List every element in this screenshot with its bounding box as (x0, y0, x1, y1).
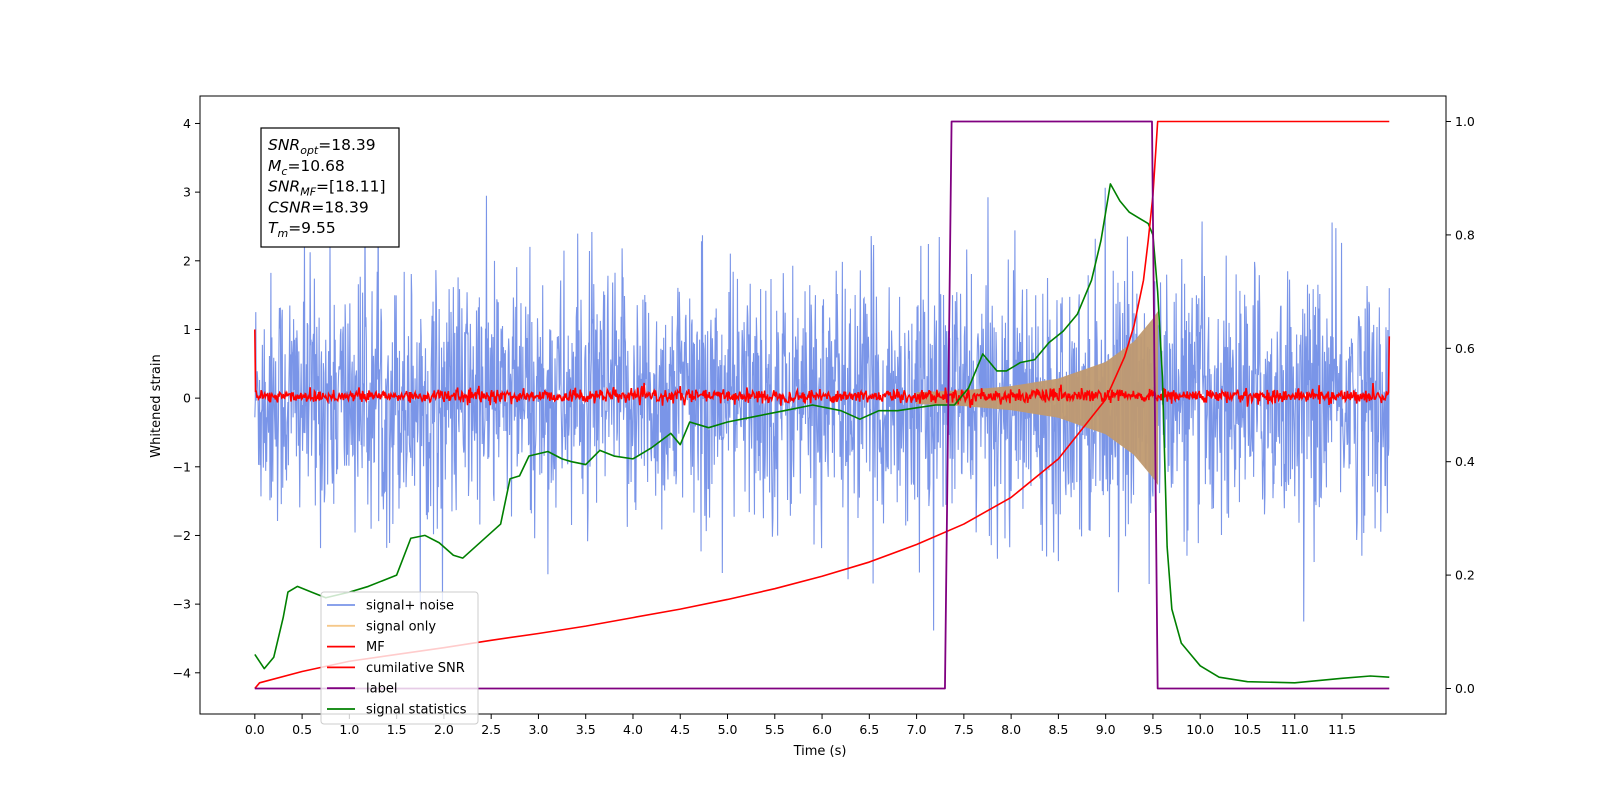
x-tick-label: 0.0 (245, 722, 265, 737)
y-tick-label: −4 (173, 665, 191, 680)
plot-frame (199, 95, 1447, 715)
legend-label: cumilative SNR (366, 661, 465, 676)
y-tick-label: 0 (183, 391, 191, 406)
y-tick-label: −3 (173, 597, 191, 612)
annotation-line: CSNR=18.39 (268, 198, 369, 216)
series-signal-only-band (916, 311, 1159, 486)
annotation-line: Tm=9.55 (268, 219, 336, 240)
y-axis-label: Whitened strain (149, 354, 164, 457)
y2-tick-label: 0.4 (1455, 454, 1475, 469)
x-tick-label: 6.5 (859, 722, 879, 737)
x-tick-label: 6.0 (812, 722, 832, 737)
y-axis-left: 4 3 2 1 0 −1 −2 −3 −4 (173, 116, 200, 680)
x-tick-label: 1.0 (339, 722, 359, 737)
legend-label: signal statistics (366, 703, 467, 718)
legend-label: signal+ noise (366, 599, 454, 614)
annotation-line: Mc=10.68 (268, 157, 345, 178)
y-tick-label: 4 (183, 116, 191, 131)
y2-tick-label: 1.0 (1455, 114, 1475, 129)
x-tick-label: 4.0 (623, 722, 643, 737)
y2-tick-label: 0.8 (1455, 227, 1475, 242)
legend-frame (320, 591, 479, 725)
annotation-frame (260, 127, 400, 248)
x-tick-label: 5.0 (718, 722, 738, 737)
y-tick-label: 1 (183, 322, 191, 337)
x-tick-label: 0.5 (292, 722, 312, 737)
x-tick-label: 5.5 (765, 722, 785, 737)
legend: signal+ noise signal only MF cumilative SNR… (320, 591, 479, 725)
x-tick-label: 8.5 (1048, 722, 1068, 737)
x-axis-label: Time (s) (793, 744, 847, 759)
x-tick-label: 2.5 (481, 722, 501, 737)
y-tick-label: 2 (183, 253, 191, 268)
legend-label: label (366, 682, 397, 697)
x-tick-label: 10.5 (1234, 722, 1262, 737)
series-mf-line (254, 329, 1391, 408)
y-tick-label: −2 (173, 528, 191, 543)
annotation-box: SNRopt=18.39Mc=10.68SNRMF=[18.11]CSNR=18… (260, 127, 400, 248)
y-tick-label: −1 (173, 459, 191, 474)
x-axis: 0.0 0.5 1.0 1.5 2.0 2.5 3.0 3.5 4.0 4.5 5.0 5.5 6.0 6… (245, 714, 1356, 737)
x-tick-label: 3.0 (528, 722, 548, 737)
x-tick-label: 1.5 (387, 722, 407, 737)
legend-label: signal only (366, 619, 436, 634)
x-tick-label: 9.5 (1143, 722, 1163, 737)
x-tick-label: 4.5 (670, 722, 690, 737)
y2-tick-label: 0.0 (1455, 681, 1475, 696)
x-tick-label: 7.5 (954, 722, 974, 737)
legend-label: MF (366, 640, 385, 655)
series-signal-statistics-line (254, 183, 1390, 684)
series-label-line (254, 120, 1390, 690)
x-tick-label: 3.5 (576, 722, 596, 737)
y2-tick-label: 0.6 (1455, 341, 1475, 356)
y-tick-label: 3 (183, 185, 191, 200)
annotation-line: SNRopt=18.39 (268, 136, 376, 157)
x-tick-label: 9.0 (1096, 722, 1116, 737)
x-tick-label: 2.0 (434, 722, 454, 737)
y-axis-right: 1.0 0.8 0.6 0.4 0.2 0.0 (1446, 114, 1475, 696)
series-signal-noise-line (254, 162, 1390, 631)
x-tick-label: 11.0 (1281, 722, 1309, 737)
x-tick-label: 10.0 (1186, 722, 1214, 737)
x-tick-label: 11.5 (1328, 722, 1356, 737)
x-tick-label: 7.0 (907, 722, 927, 737)
annotation-line: SNRMF=[18.11] (268, 178, 386, 199)
x-tick-label: 8.0 (1001, 722, 1021, 737)
y2-tick-label: 0.2 (1455, 568, 1475, 583)
series-layer (254, 120, 1391, 690)
